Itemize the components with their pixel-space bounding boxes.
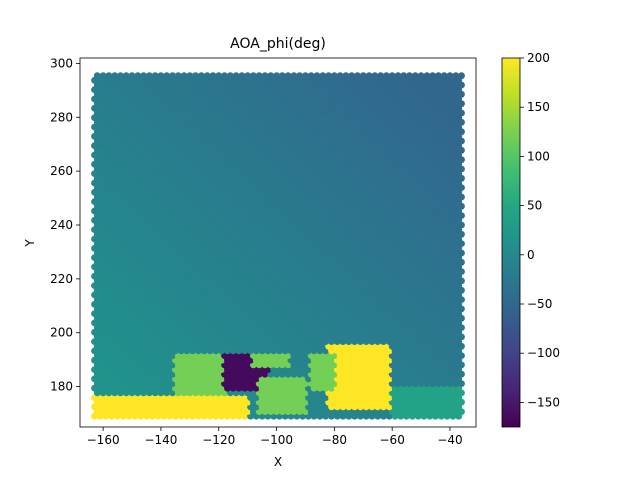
data-point [336, 72, 344, 80]
data-point [290, 72, 298, 80]
colorbar-tick-label: 200 [527, 51, 550, 65]
y-axis-ticks: 180 200 220 240 260 280 300 [50, 56, 80, 394]
scatter-points [91, 72, 465, 420]
colorbar-tick-label: 150 [527, 100, 550, 114]
data-point [411, 72, 419, 80]
data-point [186, 72, 194, 80]
plot-area [79, 57, 477, 428]
x-tick-label: −160 [87, 433, 120, 447]
data-point [296, 72, 304, 80]
data-point [267, 72, 275, 80]
colorbar-tick-label: 0 [527, 248, 535, 262]
data-point [365, 72, 373, 80]
data-point [111, 72, 119, 80]
x-tick-label: −120 [202, 433, 235, 447]
data-point [348, 72, 356, 80]
data-point [383, 72, 390, 80]
data-point [146, 72, 153, 80]
data-point [307, 72, 315, 80]
y-tick-label: 260 [50, 164, 73, 178]
data-point [134, 72, 142, 80]
colorbar-gradient [501, 57, 521, 428]
data-point [273, 72, 280, 80]
y-tick-label: 200 [50, 326, 73, 340]
data-point [192, 72, 200, 80]
data-point [406, 72, 413, 80]
y-tick-label: 180 [50, 380, 73, 394]
data-point [302, 72, 309, 80]
data-point [169, 72, 176, 80]
data-point [221, 72, 228, 80]
data-point [452, 72, 460, 80]
y-axis-label: Y [23, 239, 37, 248]
data-point [359, 72, 367, 80]
data-point [313, 72, 321, 80]
data-point [331, 72, 338, 80]
x-tick-label: −100 [260, 433, 293, 447]
data-point [319, 72, 327, 80]
data-point [417, 72, 425, 80]
colorbar: 200 150 100 50 0 −50 −100 −150 [501, 51, 560, 428]
data-point [354, 72, 361, 80]
data-point [163, 72, 171, 80]
data-point [99, 72, 107, 80]
y-tick-label: 280 [50, 110, 73, 124]
data-point [198, 72, 205, 80]
data-point [429, 72, 436, 80]
data-point [250, 72, 257, 80]
y-tick-label: 240 [50, 218, 73, 232]
data-point [93, 72, 101, 80]
data-point [458, 72, 465, 80]
data-point [388, 72, 396, 80]
y-tick-label: 300 [50, 56, 73, 70]
colorbar-tick-label: −150 [527, 395, 560, 409]
data-point [157, 72, 165, 80]
data-point [400, 72, 408, 80]
colorbar-ticks: 200 150 100 50 0 −50 −100 −150 [520, 51, 560, 409]
data-point [128, 72, 136, 80]
data-point [140, 72, 148, 80]
y-tick-label: 220 [50, 272, 73, 286]
data-point [371, 72, 379, 80]
data-point [238, 72, 246, 80]
data-point [244, 72, 252, 80]
data-point [232, 72, 240, 80]
data-point [446, 72, 454, 80]
x-axis-ticks: −160 −140 −120 −100 −80 −60 −40 [87, 427, 463, 447]
x-tick-label: −60 [380, 433, 405, 447]
data-point [377, 72, 384, 80]
data-point [440, 72, 448, 80]
data-point [117, 72, 124, 80]
data-point [105, 72, 113, 80]
x-tick-label: −80 [322, 433, 347, 447]
data-point [209, 72, 217, 80]
data-point [226, 72, 234, 80]
data-point [215, 72, 223, 80]
chart-title: AOA_phi(deg) [230, 36, 326, 52]
data-point [261, 72, 269, 80]
data-point [435, 72, 442, 80]
x-tick-label: −40 [437, 433, 462, 447]
data-point [342, 72, 350, 80]
data-point [394, 72, 402, 80]
data-point [278, 72, 286, 80]
plot-frame [79, 57, 477, 428]
x-axis-label: X [274, 455, 282, 469]
data-point [180, 72, 188, 80]
data-point [284, 72, 292, 80]
data-point [203, 72, 211, 80]
data-point [174, 72, 182, 80]
data-point [151, 72, 159, 80]
colorbar-tick-label: −50 [527, 297, 552, 311]
data-point [423, 72, 431, 80]
x-tick-label: −140 [144, 433, 177, 447]
colorbar-tick-label: −100 [527, 346, 560, 360]
colorbar-tick-label: 50 [527, 199, 542, 213]
data-point [122, 72, 130, 80]
colorbar-tick-label: 100 [527, 149, 550, 163]
data-point [325, 72, 332, 80]
data-point [255, 72, 263, 80]
